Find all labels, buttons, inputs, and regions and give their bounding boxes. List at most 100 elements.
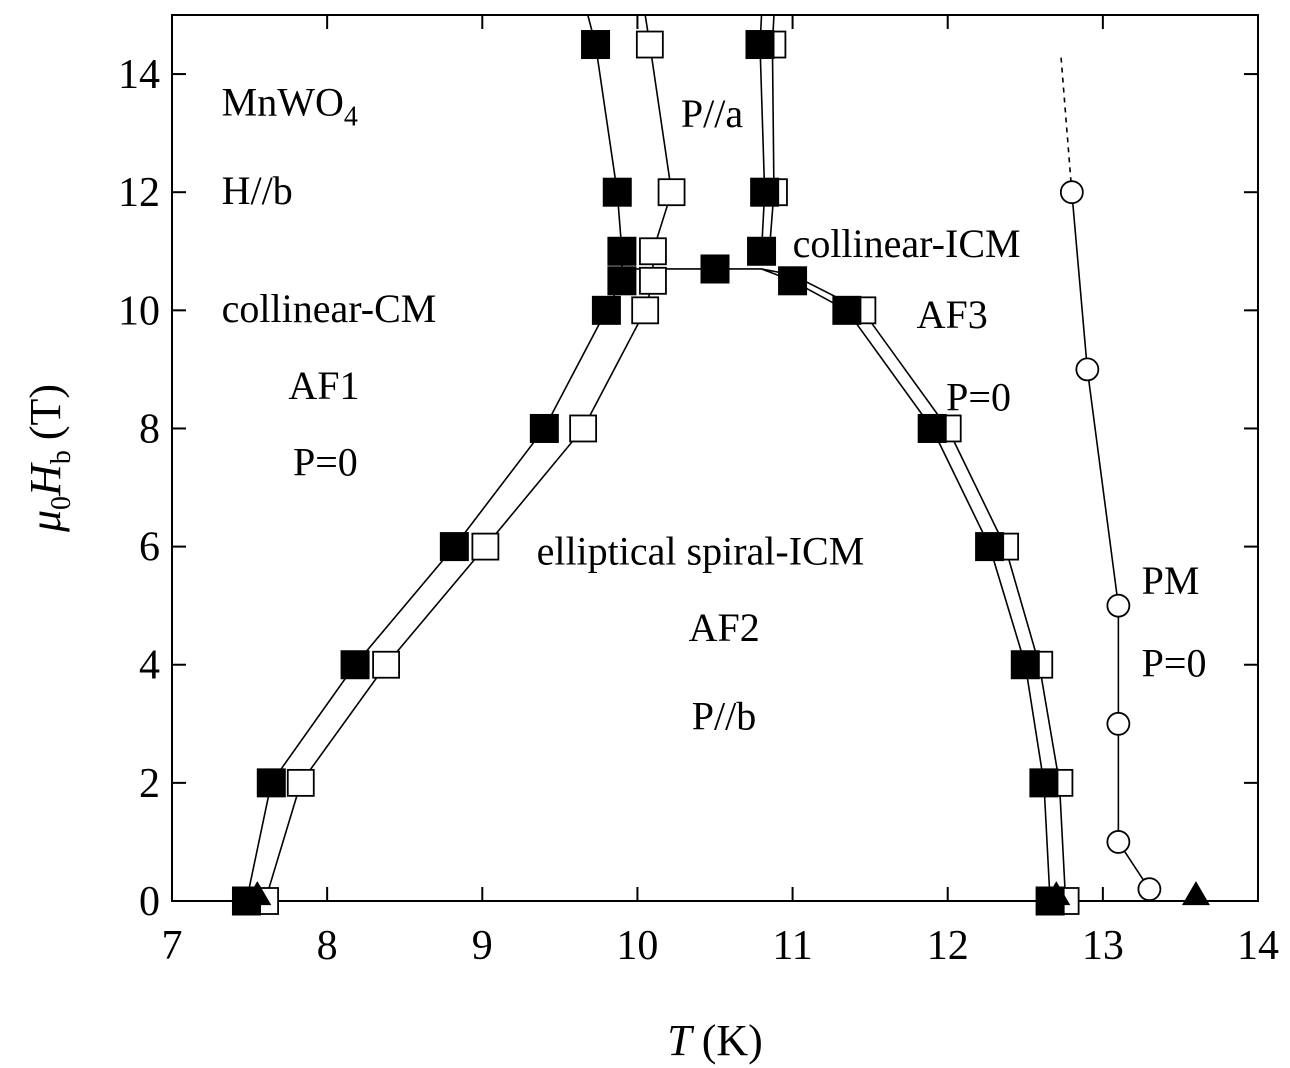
x-tick-label: 9 bbox=[472, 923, 493, 969]
filled-triangle-point bbox=[1181, 881, 1210, 906]
region-labels: MnWO4 H//b collinear-CM AF1 P=0 P//a collinear… bbox=[222, 79, 1207, 738]
region-label: AF2 bbox=[689, 605, 760, 650]
open-circle-point bbox=[1106, 593, 1131, 618]
axis-ticks: 7 8 9 10 11 12 13 14 0 2 4 6 8 10 12 14 bbox=[118, 15, 1279, 969]
open-square-point bbox=[569, 414, 598, 443]
x-tick-label: 13 bbox=[1082, 923, 1124, 969]
region-label: P//b bbox=[692, 694, 756, 739]
filled-triangle-point bbox=[1042, 881, 1071, 906]
open-square-point bbox=[372, 650, 400, 679]
filled-square-point bbox=[747, 236, 777, 266]
region-label: P//a bbox=[681, 91, 743, 136]
x-tick-label: 7 bbox=[162, 923, 183, 969]
phase-boundary-line bbox=[768, 14, 775, 252]
data-points bbox=[231, 30, 1210, 916]
open-square-point bbox=[657, 178, 686, 207]
region-label: AF3 bbox=[917, 292, 988, 337]
filled-square-point bbox=[917, 413, 947, 443]
y-axis-sub-b: b bbox=[46, 450, 77, 464]
open-square-point bbox=[635, 30, 664, 59]
phase-boundary-lines bbox=[245, 14, 1151, 902]
region-label-text: collinear-CM bbox=[222, 286, 437, 331]
region-label-text: P=0 bbox=[946, 375, 1011, 420]
filled-square-point bbox=[340, 650, 370, 680]
region-label-text: elliptical spiral-ICM bbox=[537, 528, 865, 573]
region-label: H//b bbox=[222, 168, 293, 213]
region-label-text: MnWO bbox=[222, 79, 344, 124]
y-tick-label: 2 bbox=[139, 761, 160, 807]
x-tick-label: 8 bbox=[317, 923, 338, 969]
filled-square-point bbox=[602, 177, 632, 207]
plot-frame bbox=[171, 14, 1259, 902]
filled-square-point bbox=[256, 768, 286, 798]
x-axis-title: T (K) bbox=[667, 1016, 763, 1065]
open-circle-point bbox=[1106, 830, 1131, 854]
filled-square-point bbox=[1010, 650, 1040, 680]
filled-square-point bbox=[700, 254, 730, 284]
open-square-point bbox=[471, 532, 500, 561]
region-label-text: PM bbox=[1142, 558, 1200, 603]
region-label: PM bbox=[1142, 558, 1200, 603]
filled-square-point bbox=[975, 532, 1005, 562]
x-axis-symbol: T bbox=[667, 1016, 695, 1065]
region-label: AF1 bbox=[288, 363, 359, 408]
y-tick-label: 4 bbox=[139, 643, 160, 689]
open-circle-point bbox=[1106, 711, 1131, 736]
filled-square-point bbox=[745, 30, 775, 60]
region-label-text: AF2 bbox=[689, 605, 760, 650]
x-tick-label: 10 bbox=[616, 923, 658, 969]
y-tick-label: 6 bbox=[139, 525, 160, 571]
y-tick-label: 10 bbox=[118, 288, 160, 334]
open-square-point bbox=[286, 768, 315, 797]
open-square-point bbox=[639, 266, 667, 295]
region-label: P=0 bbox=[1142, 641, 1207, 686]
plot-frame-group bbox=[171, 14, 1259, 902]
phase-boundary-line bbox=[621, 268, 1051, 902]
filled-square-point bbox=[832, 295, 862, 325]
filled-square-point bbox=[607, 266, 637, 296]
region-label-subscript: 4 bbox=[344, 101, 358, 132]
filled-square-point bbox=[591, 295, 621, 325]
open-square-point bbox=[639, 237, 667, 266]
x-tick-label: 12 bbox=[927, 923, 969, 969]
phase-boundary-line bbox=[759, 14, 766, 252]
region-label-text: P=0 bbox=[1142, 641, 1207, 686]
region-label-text: AF3 bbox=[917, 292, 988, 337]
y-axis-unit: (T) bbox=[21, 384, 70, 440]
region-label-text: P//a bbox=[681, 91, 743, 136]
filled-square-point bbox=[529, 413, 559, 443]
y-axis-mu: μ bbox=[21, 510, 70, 533]
filled-triangle-point bbox=[243, 881, 272, 906]
region-label-text: collinear-ICM bbox=[793, 221, 1021, 266]
open-circle-point bbox=[1137, 877, 1162, 902]
region-label: MnWO4 bbox=[222, 79, 358, 132]
region-label-text: H//b bbox=[222, 168, 293, 213]
open-square-point bbox=[631, 296, 660, 325]
open-circle-point bbox=[1075, 357, 1100, 382]
y-tick-label: 8 bbox=[139, 406, 160, 452]
phase-boundary-line bbox=[1071, 192, 1151, 890]
filled-square-point bbox=[607, 236, 637, 266]
y-axis-sub-zero: 0 bbox=[46, 496, 77, 510]
open-circle-point bbox=[1059, 180, 1084, 205]
y-axis-title: μ0Hb (T) bbox=[21, 384, 77, 533]
filled-square-point bbox=[1029, 768, 1059, 798]
filled-square-point bbox=[750, 177, 780, 207]
phase-boundary-line bbox=[761, 268, 1067, 902]
region-label: P=0 bbox=[946, 375, 1011, 420]
x-tick-label: 11 bbox=[772, 923, 812, 969]
region-label: collinear-ICM bbox=[793, 221, 1021, 266]
y-tick-label: 0 bbox=[139, 879, 160, 925]
y-axis-h: H bbox=[21, 462, 70, 497]
filled-square-point bbox=[439, 532, 469, 562]
region-label-text: P//b bbox=[692, 694, 756, 739]
y-tick-label: 12 bbox=[118, 170, 160, 216]
region-label-text: AF1 bbox=[288, 363, 359, 408]
x-axis-unit: (K) bbox=[702, 1016, 763, 1065]
region-label: collinear-CM bbox=[222, 286, 437, 331]
y-tick-label: 14 bbox=[118, 52, 160, 98]
filled-square-point bbox=[581, 30, 611, 60]
region-label-text: P=0 bbox=[293, 440, 358, 485]
x-tick-label: 14 bbox=[1237, 923, 1279, 969]
